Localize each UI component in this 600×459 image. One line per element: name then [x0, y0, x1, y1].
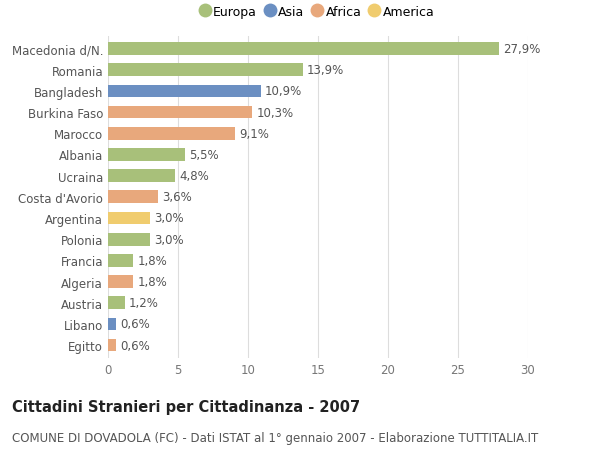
- Text: 1,8%: 1,8%: [137, 275, 167, 288]
- Bar: [108, 339, 116, 352]
- Bar: [108, 170, 175, 183]
- Bar: [108, 318, 116, 330]
- Text: 27,9%: 27,9%: [503, 43, 540, 56]
- Bar: [108, 254, 133, 267]
- Text: 5,5%: 5,5%: [189, 149, 219, 162]
- Text: 3,0%: 3,0%: [154, 233, 184, 246]
- Text: 10,9%: 10,9%: [265, 85, 302, 98]
- Bar: [108, 233, 150, 246]
- Text: 13,9%: 13,9%: [307, 64, 344, 77]
- Text: 1,2%: 1,2%: [129, 297, 159, 309]
- Text: 1,8%: 1,8%: [137, 254, 167, 267]
- Bar: [108, 85, 260, 98]
- Bar: [108, 128, 235, 140]
- Bar: [108, 297, 125, 309]
- Text: Cittadini Stranieri per Cittadinanza - 2007: Cittadini Stranieri per Cittadinanza - 2…: [12, 399, 360, 414]
- Text: 4,8%: 4,8%: [179, 170, 209, 183]
- Text: 10,3%: 10,3%: [256, 106, 293, 119]
- Bar: [108, 106, 252, 119]
- Text: 3,6%: 3,6%: [163, 191, 193, 204]
- Text: 9,1%: 9,1%: [239, 128, 269, 140]
- Bar: [108, 275, 133, 288]
- Bar: [108, 43, 499, 56]
- Text: COMUNE DI DOVADOLA (FC) - Dati ISTAT al 1° gennaio 2007 - Elaborazione TUTTITALI: COMUNE DI DOVADOLA (FC) - Dati ISTAT al …: [12, 431, 538, 444]
- Text: 3,0%: 3,0%: [154, 212, 184, 225]
- Legend: Europa, Asia, Africa, America: Europa, Asia, Africa, America: [197, 1, 439, 24]
- Bar: [108, 191, 158, 204]
- Text: 0,6%: 0,6%: [121, 318, 151, 330]
- Text: 0,6%: 0,6%: [121, 339, 151, 352]
- Bar: [108, 212, 150, 225]
- Bar: [108, 64, 302, 77]
- Bar: [108, 149, 185, 162]
